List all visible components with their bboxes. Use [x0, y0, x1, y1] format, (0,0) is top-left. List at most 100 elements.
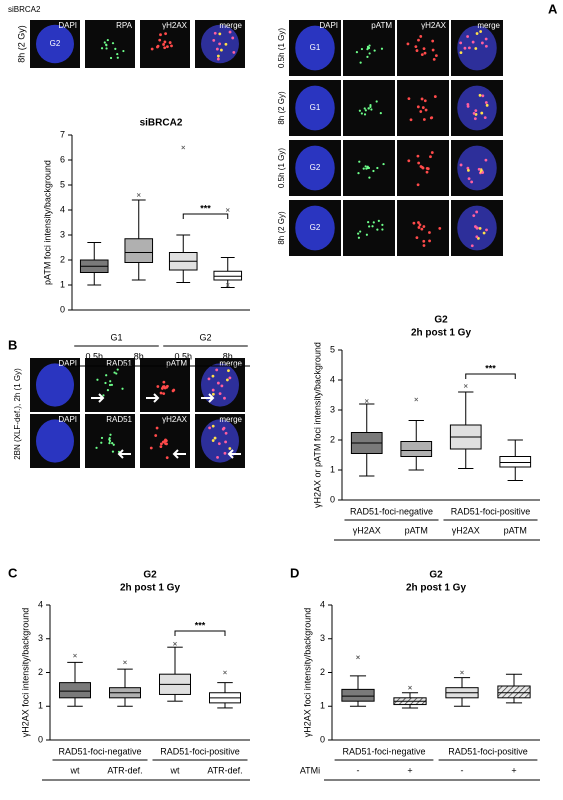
outlier: [414, 397, 419, 402]
focus: [475, 32, 479, 35]
channel-label: DAPI: [58, 415, 77, 424]
focus: [373, 49, 376, 52]
focus: [423, 99, 427, 103]
focus: [420, 53, 424, 56]
channel-label: γH2AX: [162, 415, 188, 424]
focus: [160, 442, 163, 446]
focus: [215, 47, 219, 51]
x-axis-label: ATMi: [300, 765, 320, 775]
focus: [108, 383, 112, 387]
focus: [372, 221, 375, 224]
focus: [417, 161, 421, 165]
focus: [113, 371, 116, 374]
arrow: [201, 393, 215, 403]
arrow: [91, 393, 105, 403]
chart-title: G2: [429, 570, 443, 581]
group-label: RAD51-foci-positive: [448, 746, 528, 756]
significance-label: ***: [485, 363, 496, 373]
image-tile: [140, 20, 190, 68]
focus: [108, 442, 111, 445]
focus: [208, 426, 212, 430]
x-tick-label: wt: [170, 765, 180, 775]
focus: [472, 214, 476, 218]
focus: [428, 239, 431, 243]
x-tick-label: pATM: [405, 525, 428, 535]
focus: [432, 57, 436, 61]
group-label: RAD51-foci-negative: [350, 506, 433, 516]
y-tick-label: 0: [38, 734, 43, 744]
focus: [429, 116, 433, 120]
focus: [360, 112, 363, 115]
outlier: [223, 670, 227, 675]
focus: [212, 39, 216, 42]
focus: [365, 233, 368, 236]
y-axis-label: γH2AX foci intensity/background: [20, 608, 30, 738]
image-tile: [397, 200, 449, 256]
focus: [422, 225, 426, 228]
row-label: 0.5h (1 Gy): [277, 28, 286, 68]
focus: [150, 47, 154, 51]
outlier: [123, 660, 127, 665]
focus: [379, 111, 382, 115]
x-tick-label: wt: [70, 765, 80, 775]
focus: [407, 97, 411, 101]
focus: [121, 387, 124, 390]
focus: [102, 394, 105, 397]
focus: [431, 39, 435, 43]
focus: [484, 101, 488, 104]
focus: [216, 381, 220, 385]
x-tick-label: 8h: [223, 351, 233, 361]
outlier: [181, 145, 186, 150]
focus: [375, 100, 378, 103]
focus: [433, 95, 437, 98]
focus: [459, 163, 463, 167]
focus: [366, 48, 369, 51]
focus: [473, 117, 477, 121]
focus: [220, 384, 224, 388]
focus: [364, 165, 367, 168]
nucleus: [295, 205, 335, 251]
focus: [223, 451, 227, 455]
significance-label: ***: [195, 620, 206, 630]
focus: [104, 381, 107, 385]
focus: [164, 438, 167, 442]
focus: [478, 226, 482, 230]
focus: [485, 228, 488, 232]
group-label: G1: [110, 332, 122, 342]
focus: [366, 165, 369, 168]
panel-letter: A: [548, 1, 558, 16]
focus: [416, 154, 420, 158]
focus: [168, 41, 172, 44]
x-tick-label: 8h: [134, 351, 144, 361]
focus: [416, 183, 420, 187]
focus: [372, 169, 375, 173]
row-label: 0.5h (1 Gy): [277, 148, 286, 188]
focus: [459, 41, 463, 45]
focus: [116, 56, 119, 59]
nucleus: [457, 145, 497, 191]
focus: [474, 47, 478, 50]
focus: [159, 445, 163, 449]
focus: [415, 49, 419, 52]
channel-label: RAD51: [106, 415, 132, 424]
focus: [484, 44, 488, 48]
focus: [478, 93, 482, 97]
focus: [466, 35, 469, 38]
focus: [105, 47, 108, 50]
focus: [430, 151, 434, 154]
focus: [211, 424, 215, 428]
arrow: [227, 449, 241, 459]
focus: [159, 391, 163, 395]
focus: [429, 155, 432, 159]
focus: [484, 158, 488, 162]
x-tick-label: 0.5h: [85, 351, 103, 361]
y-axis-label: γH2AX or pATM foci intensity/background: [312, 342, 322, 508]
arrow: [146, 393, 160, 403]
focus: [466, 166, 470, 170]
focus: [463, 46, 467, 50]
focus: [161, 440, 165, 444]
significance-bracket: [182, 213, 229, 219]
nucleus: [36, 419, 74, 463]
focus: [417, 226, 421, 229]
focus: [155, 426, 159, 430]
